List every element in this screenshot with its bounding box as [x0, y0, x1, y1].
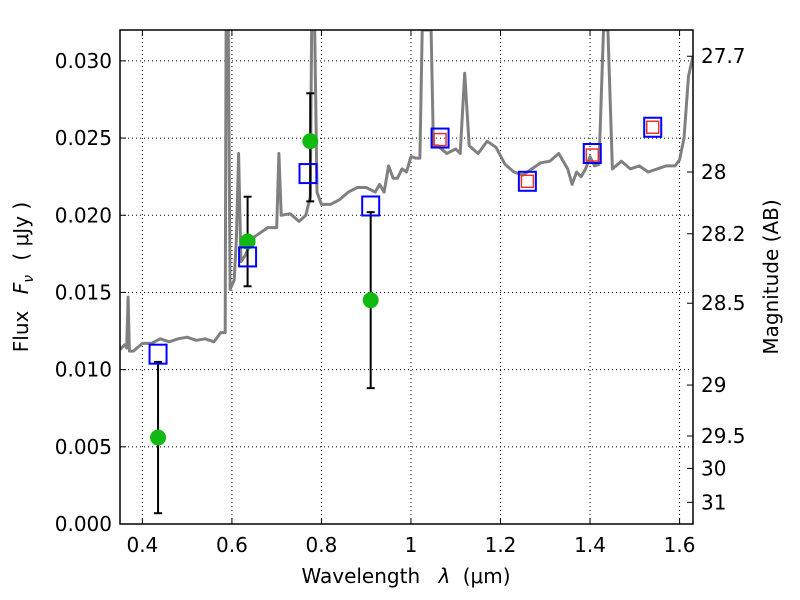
model-square [430, 127, 450, 149]
observed-point [302, 133, 319, 150]
grid [120, 30, 693, 525]
x-tick-label: 1.2 [485, 533, 517, 557]
y-tick-label: 0.010 [55, 358, 112, 382]
x-tick-label: 1.4 [574, 533, 606, 557]
y-tick-label: 0.030 [55, 49, 112, 73]
observed-point [239, 233, 256, 250]
y-tick-label: 0.005 [55, 435, 112, 459]
model-square [148, 343, 168, 365]
y-tick-label: 0.025 [55, 126, 112, 150]
model-square-small [645, 120, 660, 135]
plot-frame [119, 29, 694, 525]
x-tick-label: 1.6 [664, 533, 696, 557]
x-tick-label: 0.8 [306, 533, 338, 557]
model-square [643, 116, 663, 138]
y-right-tick-label: 27.7 [701, 44, 746, 68]
model-square [582, 143, 602, 164]
y-right-tick-label: 31 [701, 490, 726, 514]
observed-point [150, 429, 167, 446]
y-right-tick-label: 29.5 [701, 424, 746, 448]
y-tick-label: 0.000 [55, 512, 112, 536]
model-square [517, 170, 537, 192]
model-square-small [585, 148, 600, 162]
y-right-tick-label: 29 [701, 373, 726, 397]
y-tick-label: 0.020 [55, 203, 112, 227]
x-tick-label: 1 [405, 533, 418, 557]
y-right-tick-label: 30 [701, 456, 726, 480]
plot-border [119, 29, 694, 525]
spectrum-line [120, 30, 693, 353]
y-axis-right-label: Magnitude (AB) [759, 199, 783, 354]
model-square [238, 246, 258, 268]
model-square-small [520, 174, 535, 189]
series-layer [120, 30, 693, 515]
y-right-tick-label: 28 [701, 160, 726, 184]
model-square [361, 195, 381, 217]
x-tick-label: 0.4 [126, 533, 158, 557]
y-right-tick-label: 28.5 [701, 291, 746, 315]
model-square [298, 163, 318, 185]
model-square-small [433, 132, 447, 147]
x-axis-label: Wavelength λ (μm) [301, 564, 510, 588]
x-tick-label: 0.6 [216, 533, 248, 557]
ticks: 0.4 0.6 0.8 1 1.2 1.4 1.6 0.000 0.005 0.010 0.015 0… [55, 30, 746, 557]
y-axis-label: Flux Fν ( μJy ) [9, 202, 38, 352]
y-tick-label: 0.015 [55, 280, 112, 304]
observed-point [362, 292, 379, 309]
y-right-tick-label: 28.2 [701, 222, 746, 246]
